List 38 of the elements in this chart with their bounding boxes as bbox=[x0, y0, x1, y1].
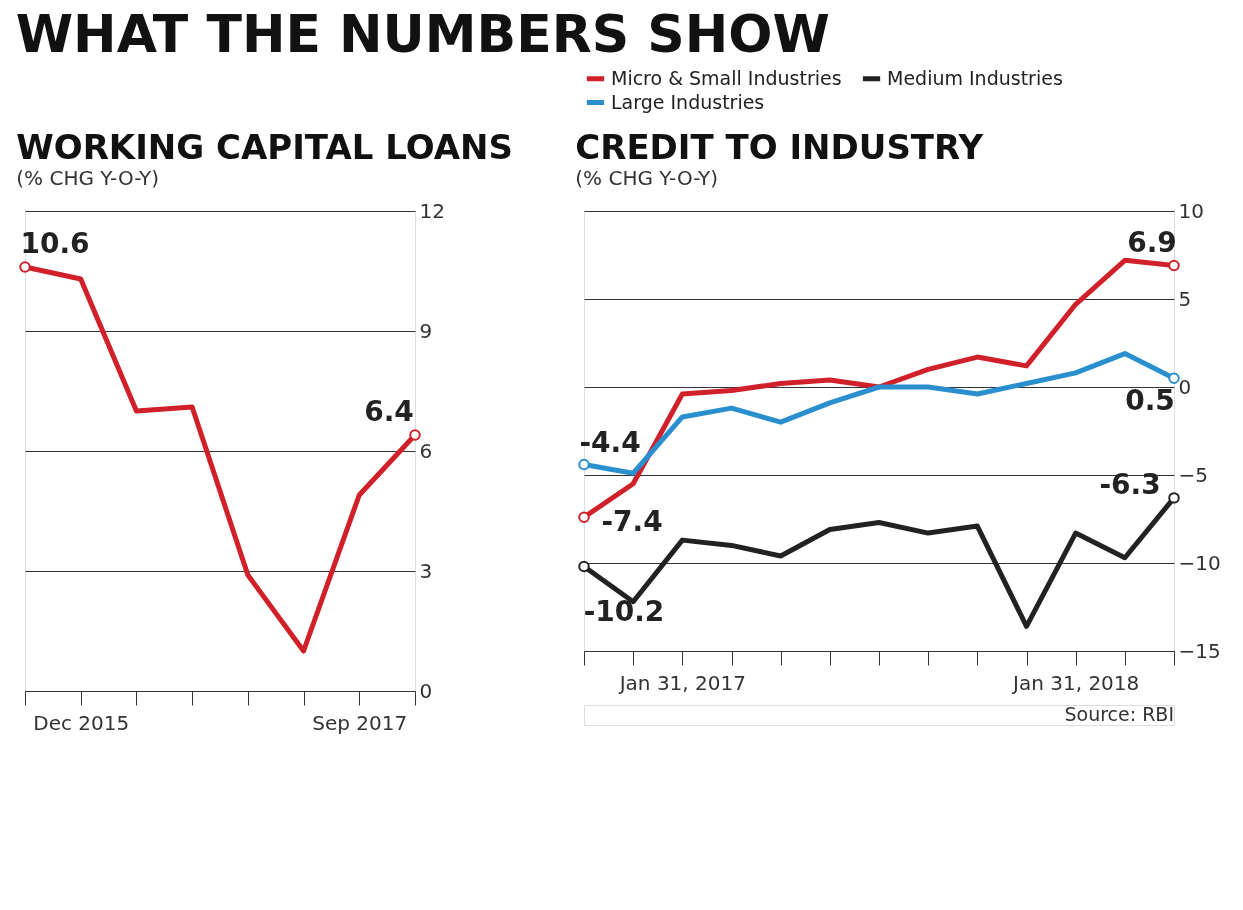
y-tick-label: 5 bbox=[1178, 286, 1192, 311]
x-tick-label: Jan 31, 2017 bbox=[617, 670, 746, 695]
text: WHAT THE NUMBERS SHOW bbox=[15, 4, 830, 64]
y-tick-label: 3 bbox=[419, 558, 433, 583]
data-label: 6.4 bbox=[364, 395, 414, 428]
legend-label: Micro & Small Industries bbox=[611, 66, 842, 89]
y-tick-label: 0 bbox=[419, 678, 433, 703]
legend-label: Large Industries bbox=[611, 90, 765, 113]
data-label: -6.3 bbox=[1099, 467, 1161, 501]
y-tick-label: 10 bbox=[1178, 198, 1204, 223]
chart-title: WORKING CAPITAL LOANS bbox=[16, 127, 513, 167]
data-label: -10.2 bbox=[583, 594, 665, 628]
data-label: 0.5 bbox=[1125, 384, 1175, 418]
y-tick-label: 0 bbox=[1178, 374, 1192, 399]
data-label: 6.9 bbox=[1127, 225, 1177, 259]
y-tick-label: −10 bbox=[1178, 550, 1221, 575]
data-label: 10.6 bbox=[20, 227, 90, 260]
point bbox=[1168, 492, 1180, 504]
chart-subtitle: (% CHG Y-O-Y) bbox=[16, 166, 160, 190]
data-label: -4.4 bbox=[579, 426, 641, 460]
chart-title: CREDIT TO INDUSTRY bbox=[575, 127, 984, 167]
point bbox=[578, 560, 590, 573]
x-tick-label: Jan 31, 2018 bbox=[1011, 670, 1140, 695]
x-tick-label: Sep 2017 bbox=[312, 710, 408, 735]
y-tick-label: 6 bbox=[419, 438, 433, 463]
chart-subtitle: (% CHG Y-O-Y) bbox=[575, 166, 719, 190]
point bbox=[1168, 372, 1180, 384]
source-note: Source: RBI bbox=[1064, 703, 1174, 725]
data-label: -7.4 bbox=[601, 505, 663, 539]
y-tick-label: −15 bbox=[1178, 638, 1221, 663]
y-tick-label: 9 bbox=[419, 318, 433, 343]
x-tick-label: Dec 2015 bbox=[33, 710, 130, 735]
y-tick-label: 12 bbox=[419, 198, 445, 223]
y-tick-label: −5 bbox=[1178, 462, 1208, 487]
point bbox=[1168, 259, 1180, 272]
point bbox=[578, 511, 590, 523]
legend-label: Medium Industries bbox=[887, 66, 1063, 89]
point bbox=[578, 458, 590, 471]
